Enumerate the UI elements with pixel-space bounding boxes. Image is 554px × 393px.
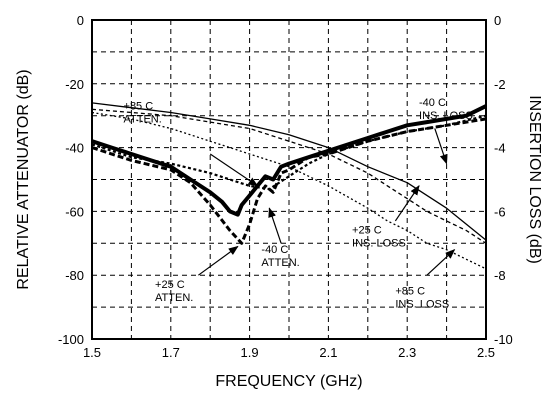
series-line-6: [91, 111, 487, 270]
right-y-tick-label: -6: [494, 204, 506, 219]
right-y-tick-label: 0: [494, 13, 501, 28]
x-tick-label: 1.7: [162, 345, 180, 360]
annotation-label-6: +85 C: [395, 285, 425, 297]
left-y-tick-label: -100: [58, 332, 84, 347]
plot-frame: [91, 19, 487, 340]
series-lines: [91, 102, 487, 270]
annotation-label-5: +25 C: [352, 225, 382, 237]
annotation-arrow-1: [209, 153, 259, 187]
left-y-tick-label: -20: [65, 77, 84, 92]
annotation-arrow-4: [434, 128, 448, 165]
annotation-label-5: INS. LOSS: [352, 238, 406, 250]
annotation-label-2: -40 C: [261, 244, 288, 256]
annotation-label-3: ATTEN.: [155, 292, 193, 304]
tick-labels: 1.5 1.7 1.9 2.1 2.3 2.5 0 -20 -40 -60 -80 -100 0 -2 -4…: [58, 13, 513, 360]
series-line-3: [91, 114, 487, 191]
x-tick-label: 2.5: [477, 345, 495, 360]
annotation-arrow-5: [394, 185, 420, 222]
x-tick-label: 1.5: [83, 345, 101, 360]
left-y-tick-label: -60: [65, 204, 84, 219]
annotation-arrow-2: [268, 207, 282, 244]
annotation-label-6: INS. LOSS: [395, 298, 449, 310]
annotation-label-1: ATTEN.: [124, 113, 162, 125]
series-line-5: [91, 108, 487, 244]
right-y-axis-title: INSERTION LOSS (dB): [526, 95, 543, 264]
right-y-tick-label: -10: [494, 332, 513, 347]
gridlines: [92, 20, 486, 339]
right-y-tick-label: -4: [494, 141, 506, 156]
x-axis-title: FREQUENCY (GHz): [215, 373, 362, 390]
left-y-tick-label: 0: [77, 13, 84, 28]
left-y-axis-title: RELATIVE ATTENUATOR (dB): [15, 69, 32, 289]
annotation-label-3: +25 C: [155, 279, 185, 291]
annotation-arrow-6: [426, 249, 456, 276]
annotation-label-1: +85 C: [124, 100, 154, 112]
left-y-tick-label: -40: [65, 141, 84, 156]
right-y-tick-label: -2: [494, 77, 506, 92]
annotation-label-4: -40 C: [419, 97, 446, 109]
annotation-label-4: INS. LOSS: [419, 110, 473, 122]
annotation-arrow-3: [198, 245, 239, 276]
x-tick-label: 2.3: [398, 345, 416, 360]
right-y-tick-label: -8: [494, 268, 506, 283]
x-tick-label: 2.1: [319, 345, 337, 360]
annotation-label-2: ATTEN.: [261, 257, 299, 269]
series-line-4: [91, 102, 487, 241]
series-line-1: [91, 104, 487, 217]
left-y-tick-label: -80: [65, 268, 84, 283]
x-tick-label: 1.9: [241, 345, 259, 360]
